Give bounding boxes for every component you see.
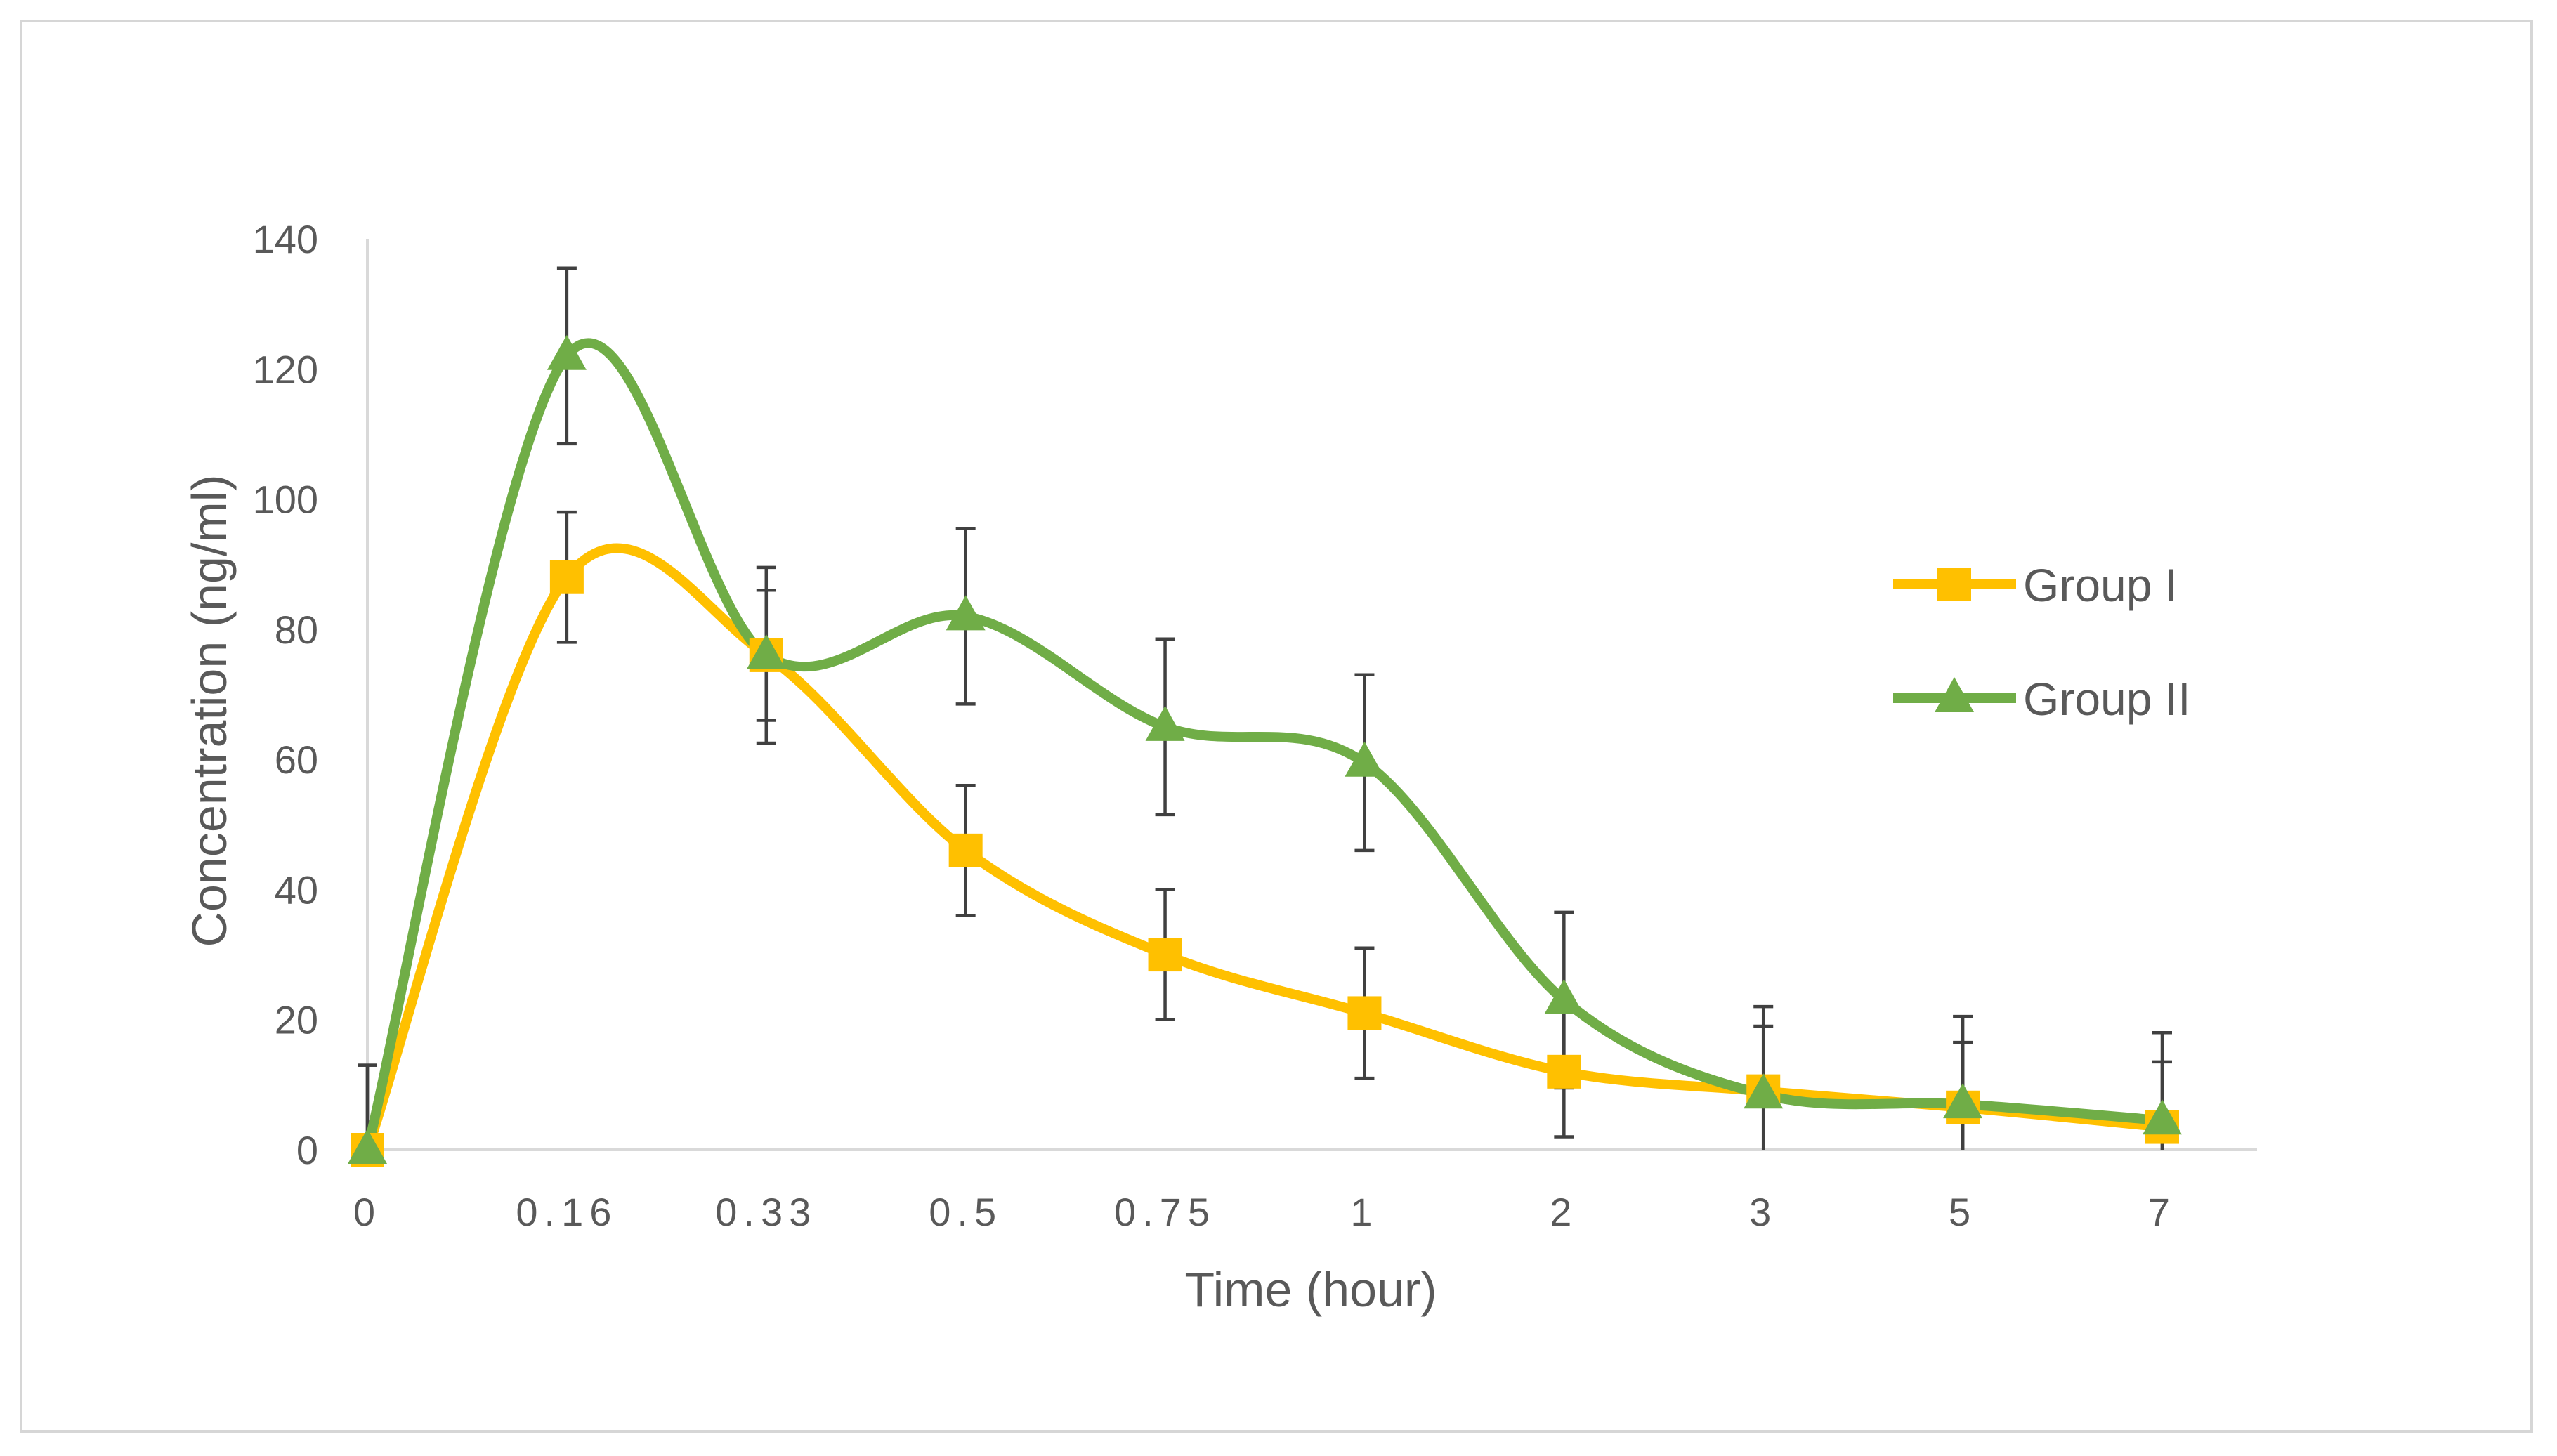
data-point-group-ii xyxy=(1145,705,1185,741)
error-bars xyxy=(358,266,2172,1150)
x-tick-label: 0.5 xyxy=(929,1190,1002,1234)
data-point-group-i xyxy=(1148,938,1182,972)
x-tick-label: 1 xyxy=(1350,1190,1378,1234)
y-tick-label: 100 xyxy=(253,478,318,522)
data-point-group-ii xyxy=(1345,741,1385,777)
y-axis-title: Concentration (ng/ml) xyxy=(182,474,237,947)
axes-layer xyxy=(366,239,2257,1151)
series-lines xyxy=(362,338,2167,1155)
series-markers xyxy=(348,334,2182,1167)
data-point-group-i xyxy=(1347,996,1382,1030)
x-tick-label: 0.75 xyxy=(1114,1190,1216,1234)
legend-item-group-i: Group I xyxy=(1893,559,2178,611)
y-tick-label: 60 xyxy=(275,737,318,782)
data-point-group-ii xyxy=(1544,978,1584,1014)
error-bar-group-ii xyxy=(1953,1014,1973,1150)
data-point-group-ii xyxy=(547,334,587,370)
legend-label-group-ii: Group II xyxy=(2023,673,2190,725)
x-tick-label: 0.33 xyxy=(715,1190,817,1234)
data-point-group-ii xyxy=(1943,1083,1983,1119)
y-tick-label: 80 xyxy=(275,608,318,652)
x-tick-labels: 0 0.16 0.33 0.5 0.75 1 2 3 5 7 xyxy=(353,1190,2176,1234)
legend: Group I Group II xyxy=(1893,559,2190,725)
legend-label-group-i: Group I xyxy=(2023,559,2178,611)
y-tick-label: 0 xyxy=(296,1128,318,1172)
data-point-group-i xyxy=(948,833,983,867)
legend-item-group-ii: Group II xyxy=(1893,673,2190,725)
data-point-group-i xyxy=(549,560,584,594)
x-tick-label: 5 xyxy=(1949,1190,1977,1234)
y-tick-label: 120 xyxy=(253,347,318,391)
data-point-group-ii xyxy=(348,1129,387,1164)
x-axis-title: Time (hour) xyxy=(1184,1262,1437,1317)
legend-marker-group-ii xyxy=(1935,677,1974,712)
x-tick-label: 7 xyxy=(2148,1190,2176,1234)
x-tick-label: 0 xyxy=(353,1190,381,1234)
legend-marker-group-i xyxy=(1937,568,1971,601)
chart-frame xyxy=(20,20,2533,1433)
y-tick-label: 40 xyxy=(275,867,318,912)
y-tick-labels: 0 20 40 60 80 100 120 140 xyxy=(253,217,318,1172)
x-tick-label: 2 xyxy=(1550,1190,1578,1234)
series-line-group-i xyxy=(362,543,2167,1155)
x-tick-label: 0.16 xyxy=(516,1190,617,1234)
data-point-group-ii xyxy=(1744,1073,1784,1109)
data-point-group-ii xyxy=(946,595,986,631)
y-tick-label: 20 xyxy=(275,998,318,1042)
series-line-group-ii xyxy=(362,338,2167,1155)
x-tick-label: 3 xyxy=(1749,1190,1777,1234)
data-point-group-i xyxy=(1547,1054,1581,1089)
y-tick-label: 140 xyxy=(253,217,318,261)
data-point-group-ii xyxy=(2143,1099,2182,1135)
data-point-group-ii xyxy=(746,634,786,669)
